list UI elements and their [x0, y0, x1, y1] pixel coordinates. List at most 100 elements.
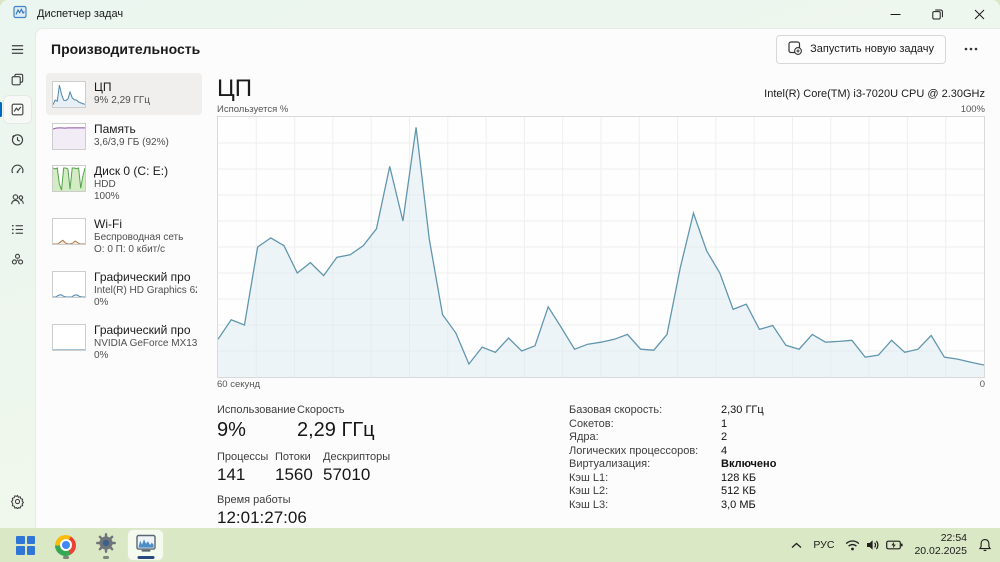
sidebar-item-gpu0[interactable]: Графический про Intel(R) HD Graphics 620…	[46, 263, 202, 316]
speed-value: 2,29 ГГц	[297, 419, 375, 441]
volume-icon[interactable]	[866, 539, 880, 551]
cpu-stats-details: Базовая скорость: 2,30 ГГц Сокетов: 1 Ядра…	[569, 403, 985, 528]
memory-mini-chart	[52, 123, 86, 150]
sidebar-item-gpu1[interactable]: Графический про NVIDIA GeForce MX130 0%	[46, 316, 202, 369]
handles-value: 57010	[323, 465, 371, 484]
sidebar-item-wifi[interactable]: Wi-Fi Беспроводная сеть О: 0 П: 0 кбит/с	[46, 210, 202, 263]
settings-taskbar-button[interactable]	[88, 530, 123, 560]
sidebar-item-detail: 0%	[94, 350, 109, 361]
menu-icon[interactable]	[4, 36, 31, 63]
uptime-label: Время работы	[217, 494, 291, 506]
sidebar-item-detail: О: 0 П: 0 кбит/с	[94, 244, 166, 255]
sidebar-item-detail: 0%	[94, 297, 109, 308]
sidebar-item-label: Графический про	[94, 270, 191, 284]
processes-label: Процессы	[217, 451, 269, 463]
sidebar-item-detail: 100%	[94, 191, 120, 202]
task-manager-window: Диспетчер задач	[0, 0, 1000, 528]
tray-chevron-up-icon[interactable]	[791, 542, 802, 549]
detail-value: 128 КБ	[721, 471, 757, 484]
window-title: Диспетчер задач	[37, 8, 124, 20]
sidebar-item-detail: Intel(R) HD Graphics 620	[94, 285, 197, 296]
detail-label: Кэш L2:	[569, 485, 609, 497]
language-indicator[interactable]: РУС	[813, 539, 835, 551]
nav-startup-apps[interactable]	[4, 156, 31, 183]
windows-logo-icon	[16, 535, 35, 555]
cpu-stats-primary: Использование Скорость 9% 2,29 ГГц Проце…	[217, 403, 569, 528]
nav-services[interactable]	[4, 246, 31, 273]
nav-processes[interactable]	[4, 66, 31, 93]
cpu-title: ЦП	[217, 75, 253, 102]
detail-value: 4	[721, 444, 728, 457]
notifications-bell-icon[interactable]	[978, 538, 992, 552]
detail-label: Базовая скорость:	[569, 404, 663, 416]
usage-label: Использование	[217, 404, 296, 416]
start-button[interactable]	[8, 530, 43, 560]
run-new-task-button[interactable]: Запустить новую задачу	[776, 34, 946, 64]
uptime-value: 12:01:27:06	[217, 508, 307, 527]
sidebar-item-label: ЦП	[94, 80, 112, 94]
sidebar-item-cpu[interactable]: ЦП 9% 2,29 ГГц	[46, 73, 202, 115]
detail-label: Кэш L1:	[569, 471, 609, 484]
sidebar-item-label: Диск 0 (C: E:)	[94, 164, 169, 178]
cpu-panel: ЦП Intel(R) Core(TM) i3-7020U CPU @ 2.30…	[206, 73, 1000, 528]
more-options-button[interactable]	[956, 40, 986, 58]
minimize-button[interactable]	[874, 0, 916, 28]
settings-gear-icon	[95, 532, 117, 559]
cpu-usage-chart	[217, 116, 985, 378]
app-icon	[13, 5, 27, 24]
cpu-model-name: Intel(R) Core(TM) i3-7020U CPU @ 2.30GHz	[764, 88, 985, 100]
nav-rail	[0, 28, 35, 528]
detail-label: Кэш L3:	[569, 498, 609, 511]
processes-value: 141	[217, 465, 246, 484]
sidebar-item-disk[interactable]: Диск 0 (C: E:) HDD 100%	[46, 157, 202, 210]
detail-value: 2,30 ГГц	[721, 404, 764, 416]
nav-users[interactable]	[4, 186, 31, 213]
threads-value: 1560	[275, 465, 313, 484]
sidebar-item-detail: NVIDIA GeForce MX130	[94, 338, 197, 349]
sidebar-item-detail: HDD	[94, 179, 116, 190]
cpu-mini-chart	[52, 81, 86, 108]
task-manager-icon	[135, 532, 157, 559]
maximize-button[interactable]	[916, 0, 958, 28]
detail-value: 2	[721, 431, 728, 443]
chrome-taskbar-button[interactable]	[48, 530, 83, 560]
sidebar-item-detail: 9% 2,29 ГГц	[94, 95, 151, 106]
battery-charging-icon[interactable]	[886, 539, 904, 551]
chart-min-label: 0	[979, 379, 985, 390]
nav-details[interactable]	[4, 216, 31, 243]
sidebar-item-memory[interactable]: Память 3,6/3,9 ГБ (92%)	[46, 115, 202, 157]
sidebar-item-label: Память	[94, 122, 136, 136]
detail-value: 512 КБ	[721, 485, 757, 497]
wifi-icon[interactable]	[845, 539, 860, 551]
detail-label: Виртуализация:	[569, 458, 651, 470]
taskbar: РУС 22:54 20.02.2025	[0, 528, 1000, 562]
detail-value: 3,0 МБ	[721, 498, 756, 511]
gpu1-mini-chart	[52, 324, 86, 351]
threads-label: Потоки	[275, 451, 311, 463]
detail-label: Сокетов:	[569, 417, 614, 430]
handles-label: Дескрипторы	[323, 451, 391, 463]
speed-label: Скорость	[297, 404, 345, 416]
detail-value: 1	[721, 417, 728, 430]
tray-time: 22:54	[940, 532, 967, 544]
sidebar-item-label: Графический про	[94, 323, 191, 337]
chart-time-span-label: 60 секунд	[217, 379, 261, 390]
close-button[interactable]	[958, 0, 1000, 28]
sidebar-item-detail: 3,6/3,9 ГБ (92%)	[94, 137, 169, 148]
chart-metric-label: Используется %	[217, 104, 289, 115]
task-manager-taskbar-button[interactable]	[128, 530, 163, 560]
usage-value: 9%	[217, 419, 246, 441]
detail-label: Ядра:	[569, 431, 599, 443]
chrome-icon	[55, 534, 76, 556]
nav-app-history[interactable]	[4, 126, 31, 153]
detail-label: Логических процессоров:	[569, 444, 699, 457]
tray-date: 20.02.2025	[914, 545, 967, 557]
nav-performance[interactable]	[0, 96, 31, 123]
settings-icon[interactable]	[4, 488, 31, 515]
new-task-icon	[788, 40, 803, 58]
page-title: Производительность	[51, 41, 201, 57]
clock[interactable]: 22:54 20.02.2025	[914, 532, 967, 558]
wifi-mini-chart	[52, 218, 86, 245]
run-new-task-label: Запустить новую задачу	[810, 43, 934, 55]
disk-mini-chart	[52, 165, 86, 192]
